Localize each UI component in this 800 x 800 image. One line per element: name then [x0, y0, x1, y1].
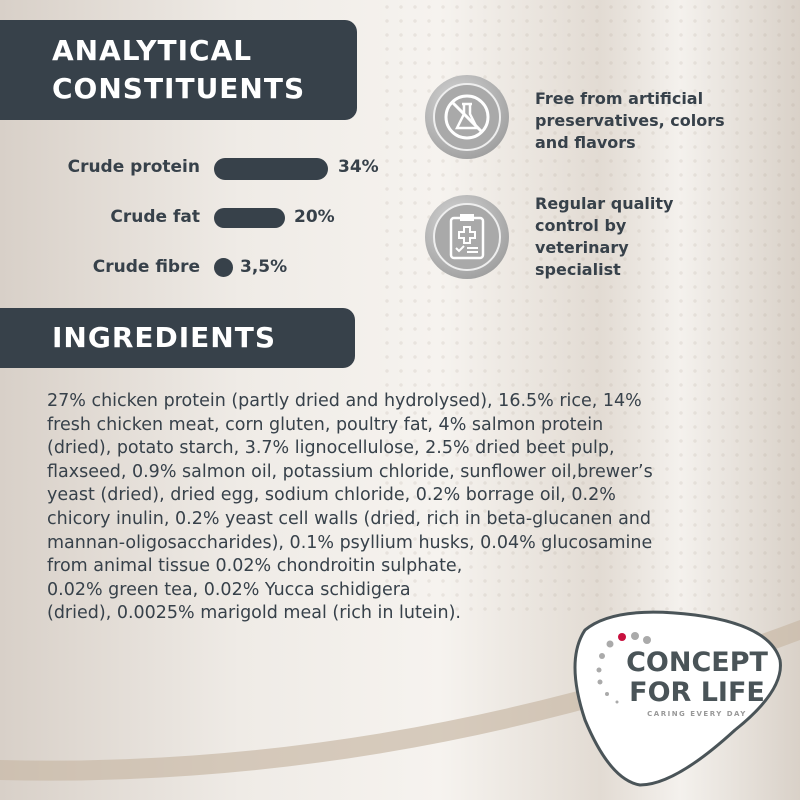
fibre-dot [214, 258, 233, 277]
no-flask-icon [425, 75, 509, 159]
protein-bar [214, 158, 328, 180]
constituent-label: Crude fibre [92, 257, 200, 277]
constituent-value: 20% [294, 207, 335, 227]
feature-quality-control: Regular quality control by veterinary speci… [535, 194, 674, 279]
constituent-label: Crude protein [67, 157, 200, 177]
ingredients-text: 27% chicken protein (partly dried and hy… [47, 391, 653, 624]
constituent-value: 34% [338, 157, 379, 177]
analytical-constituents-heading: ANALYTICAL CONSTITUENTS [0, 20, 357, 120]
logo-tagline: CARING EVERY DAY [647, 710, 747, 718]
fat-bar [214, 208, 285, 228]
constituent-label: Crude fat [110, 207, 200, 227]
ingredients-heading: INGREDIENTS [0, 308, 355, 368]
logo-line1: CONCEPT [626, 647, 768, 678]
constituent-value: 3,5% [240, 257, 288, 277]
clipboard-checklist-icon [425, 195, 509, 279]
feature-free-from: Free from artificial preservatives, color… [535, 89, 725, 152]
logo-line2: FOR LIFE [629, 677, 765, 708]
